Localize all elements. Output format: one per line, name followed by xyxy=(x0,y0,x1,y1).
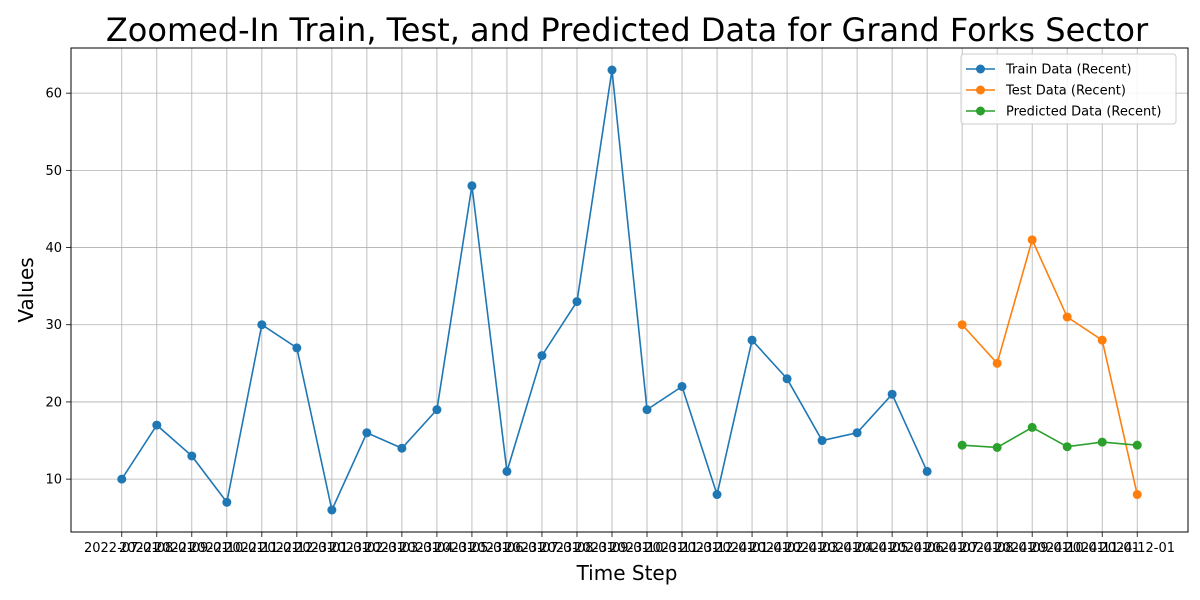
data-point xyxy=(992,358,1002,368)
x-tick-label: 2023-10-01 xyxy=(609,541,685,556)
y-tick-label: 10 xyxy=(45,473,62,488)
x-tick-label: 2024-12-01 xyxy=(1099,541,1175,556)
data-point xyxy=(362,428,372,438)
series-1 xyxy=(117,65,932,515)
data-point xyxy=(852,428,862,438)
legend-marker xyxy=(976,64,985,74)
x-tick-label: 2022-10-01 xyxy=(189,541,265,556)
data-point xyxy=(1097,437,1107,447)
data-point xyxy=(1132,490,1142,500)
data-point xyxy=(572,297,582,307)
x-tick-label: 2023-03-01 xyxy=(364,541,440,556)
data-point xyxy=(1097,335,1107,345)
x-tick-label: 2024-03-01 xyxy=(784,541,860,556)
series-3 xyxy=(957,422,1142,452)
y-tick-label: 30 xyxy=(45,318,62,333)
data-point xyxy=(292,343,302,353)
y-tick-label: 40 xyxy=(45,241,62,256)
x-tick-label: 2024-06-01 xyxy=(889,541,965,556)
data-point xyxy=(1062,442,1072,452)
data-point xyxy=(397,443,407,453)
data-point xyxy=(992,442,1002,452)
series-layer xyxy=(117,65,1142,515)
legend-label: Predicted Data (Recent) xyxy=(1006,105,1161,120)
y-axis-label: Values xyxy=(14,257,38,322)
data-point xyxy=(642,405,652,415)
x-tick-label: 2024-02-01 xyxy=(749,541,825,556)
x-axis-label: Time Step xyxy=(576,561,678,585)
data-point xyxy=(782,374,792,384)
data-point xyxy=(1027,422,1037,432)
series-line xyxy=(121,69,928,513)
legend-label: Test Data (Recent) xyxy=(1005,84,1126,99)
data-point xyxy=(1062,312,1072,322)
data-point xyxy=(327,505,337,515)
y-tick-label: 50 xyxy=(45,164,62,179)
data-point xyxy=(957,440,967,450)
x-tick-label: 2024-01-01 xyxy=(714,541,790,556)
data-point xyxy=(887,389,897,399)
data-point xyxy=(1027,235,1037,245)
data-point xyxy=(187,451,197,461)
series-2 xyxy=(957,235,1142,500)
ticks: 2022-07-012022-08-012022-09-012022-10-01… xyxy=(45,87,1175,556)
x-tick-label: 2022-09-01 xyxy=(154,541,230,556)
data-point xyxy=(467,181,477,191)
x-tick-label: 2023-12-01 xyxy=(679,541,755,556)
x-tick-label: 2023-04-01 xyxy=(399,541,475,556)
data-point xyxy=(222,497,232,507)
x-tick-label: 2024-09-01 xyxy=(994,541,1070,556)
chart-title: Zoomed-In Train, Test, and Predicted Dat… xyxy=(106,11,1149,49)
x-tick-label: 2023-01-01 xyxy=(294,541,370,556)
data-point xyxy=(1132,440,1142,450)
data-point xyxy=(747,335,757,345)
x-tick-label: 2024-11-01 xyxy=(1064,541,1140,556)
data-point xyxy=(432,405,442,415)
x-tick-label: 2024-07-01 xyxy=(924,541,1000,556)
data-point xyxy=(152,420,162,430)
legend-label: Train Data (Recent) xyxy=(1005,63,1132,78)
x-tick-label: 2023-09-01 xyxy=(574,541,650,556)
data-point xyxy=(817,436,827,446)
data-point xyxy=(712,490,722,500)
x-tick-label: 2023-08-01 xyxy=(539,541,615,556)
y-tick-label: 20 xyxy=(45,395,62,410)
data-point xyxy=(677,381,687,391)
x-tick-label: 2023-11-01 xyxy=(644,541,720,556)
legend-box xyxy=(960,53,1177,125)
x-tick-label: 2023-02-01 xyxy=(329,541,405,556)
x-tick-label: 2023-06-01 xyxy=(469,541,545,556)
legend-marker xyxy=(976,106,985,116)
data-point xyxy=(537,351,547,361)
x-tick-label: 2022-12-01 xyxy=(259,541,335,556)
x-tick-label: 2024-08-01 xyxy=(959,541,1035,556)
data-point xyxy=(957,320,967,330)
x-tick-label: 2023-05-01 xyxy=(434,541,510,556)
series-line xyxy=(962,426,1138,449)
data-point xyxy=(257,320,267,330)
x-tick-label: 2022-08-01 xyxy=(119,541,195,556)
data-point xyxy=(922,466,932,476)
x-tick-label: 2023-07-01 xyxy=(504,541,580,556)
x-tick-label: 2024-04-01 xyxy=(819,541,895,556)
x-tick-label: 2022-11-01 xyxy=(224,541,300,556)
data-point xyxy=(117,474,127,484)
series-line xyxy=(961,237,1139,495)
legend: Train Data (Recent) Test Data (Recent) Pre… xyxy=(960,53,1177,125)
y-tick-label: 60 xyxy=(45,87,62,102)
x-tick-label: 2022-07-01 xyxy=(84,541,160,556)
x-tick-label: 2024-05-01 xyxy=(854,541,930,556)
legend-marker xyxy=(976,85,985,95)
x-tick-label: 2024-10-01 xyxy=(1029,541,1105,556)
plot-area xyxy=(70,47,1189,533)
data-point xyxy=(502,466,512,476)
data-point xyxy=(607,65,617,75)
